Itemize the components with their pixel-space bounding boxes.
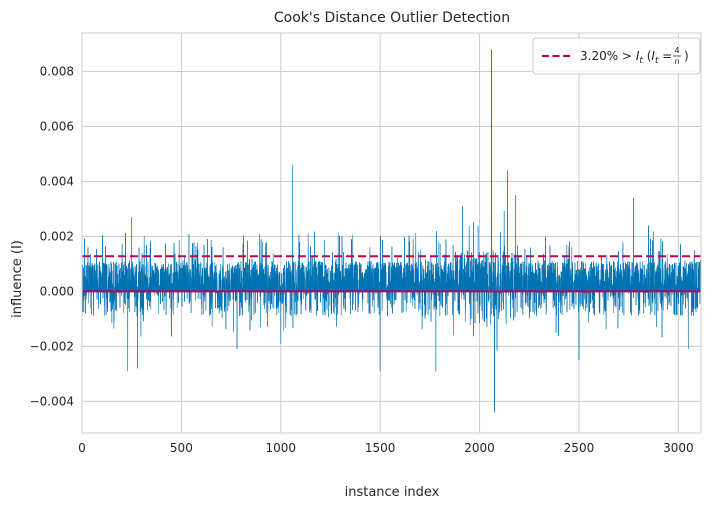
legend-paren-close: ) <box>684 49 689 63</box>
x-tick-label: 2500 <box>564 441 595 455</box>
influence-stems <box>81 49 702 413</box>
y-tick-label: 0.002 <box>40 229 74 243</box>
influence-stem-path <box>81 49 702 413</box>
y-tick-label: −0.002 <box>30 339 74 353</box>
y-tick-label: −0.004 <box>30 394 74 408</box>
legend-paren-open: ( <box>643 49 652 63</box>
legend-threshold-label: 3.20% > It (It = <box>580 49 672 66</box>
y-tick-label: 0.008 <box>40 64 74 78</box>
x-tick-label: 2000 <box>464 441 495 455</box>
x-tick-label: 1500 <box>365 441 396 455</box>
chart-title: Cook's Distance Outlier Detection <box>274 10 510 26</box>
x-tick-labels: 0 500 1000 1500 2000 2500 3000 <box>78 441 693 455</box>
y-tick-label: 0.006 <box>40 119 74 133</box>
x-tick-label: 3000 <box>663 441 694 455</box>
y-tick-labels: −0.004 −0.002 0.000 0.002 0.004 0.006 0.008 <box>30 64 74 408</box>
legend-eq: = <box>658 49 672 63</box>
x-tick-label: 1000 <box>266 441 297 455</box>
x-tick-label: 0 <box>78 441 86 455</box>
influence-envelope <box>81 49 702 413</box>
y-tick-label: 0.004 <box>40 174 74 188</box>
legend-box <box>532 37 701 75</box>
plot-frame <box>81 32 702 434</box>
x-gridlines <box>81 33 679 433</box>
legend-frac-numerator: 4 <box>674 46 679 55</box>
legend-percent: 3.20% > <box>580 49 636 63</box>
y-axis-label: influence (I) <box>10 240 25 318</box>
legend: 3.20% > It (It = 4 n ) <box>532 37 701 75</box>
x-axis-label: instance index <box>345 485 440 500</box>
legend-sub-t-2: t <box>655 56 659 66</box>
x-tick-label: 500 <box>170 441 193 455</box>
y-gridlines <box>82 70 701 402</box>
legend-i: I <box>636 49 640 63</box>
legend-i-2: I <box>651 49 655 63</box>
legend-frac-denominator: n <box>674 57 679 66</box>
legend-sub-t: t <box>639 56 643 66</box>
y-tick-label: 0.000 <box>40 284 74 298</box>
